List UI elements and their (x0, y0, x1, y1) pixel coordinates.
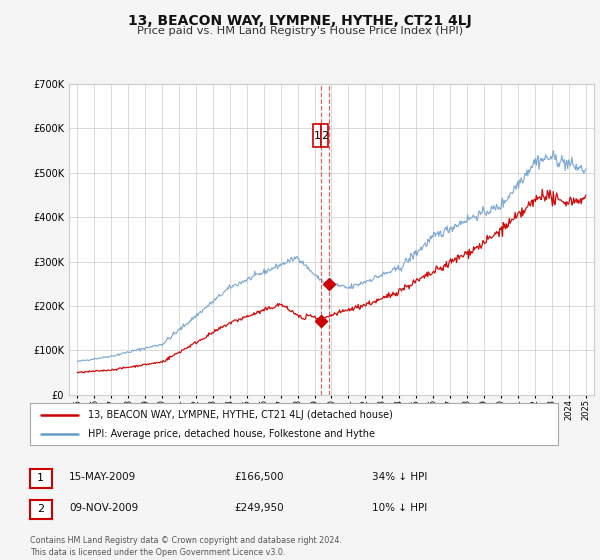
Text: 13, BEACON WAY, LYMPNE, HYTHE, CT21 4LJ (detached house): 13, BEACON WAY, LYMPNE, HYTHE, CT21 4LJ … (88, 409, 393, 419)
Text: 34% ↓ HPI: 34% ↓ HPI (372, 472, 427, 482)
Text: 09-NOV-2009: 09-NOV-2009 (69, 503, 138, 513)
Text: £249,950: £249,950 (234, 503, 284, 513)
Text: 13, BEACON WAY, LYMPNE, HYTHE, CT21 4LJ: 13, BEACON WAY, LYMPNE, HYTHE, CT21 4LJ (128, 14, 472, 28)
Text: 15-MAY-2009: 15-MAY-2009 (69, 472, 136, 482)
FancyBboxPatch shape (321, 124, 328, 147)
Text: 1: 1 (37, 473, 44, 483)
Text: £166,500: £166,500 (234, 472, 284, 482)
FancyBboxPatch shape (313, 124, 321, 147)
Text: Price paid vs. HM Land Registry's House Price Index (HPI): Price paid vs. HM Land Registry's House … (137, 26, 463, 36)
Text: 10% ↓ HPI: 10% ↓ HPI (372, 503, 427, 513)
Text: 2: 2 (321, 130, 328, 141)
Text: 1: 1 (314, 130, 320, 141)
Text: Contains HM Land Registry data © Crown copyright and database right 2024.
This d: Contains HM Land Registry data © Crown c… (30, 536, 342, 557)
Text: 2: 2 (37, 504, 44, 514)
Text: HPI: Average price, detached house, Folkestone and Hythe: HPI: Average price, detached house, Folk… (88, 429, 375, 439)
